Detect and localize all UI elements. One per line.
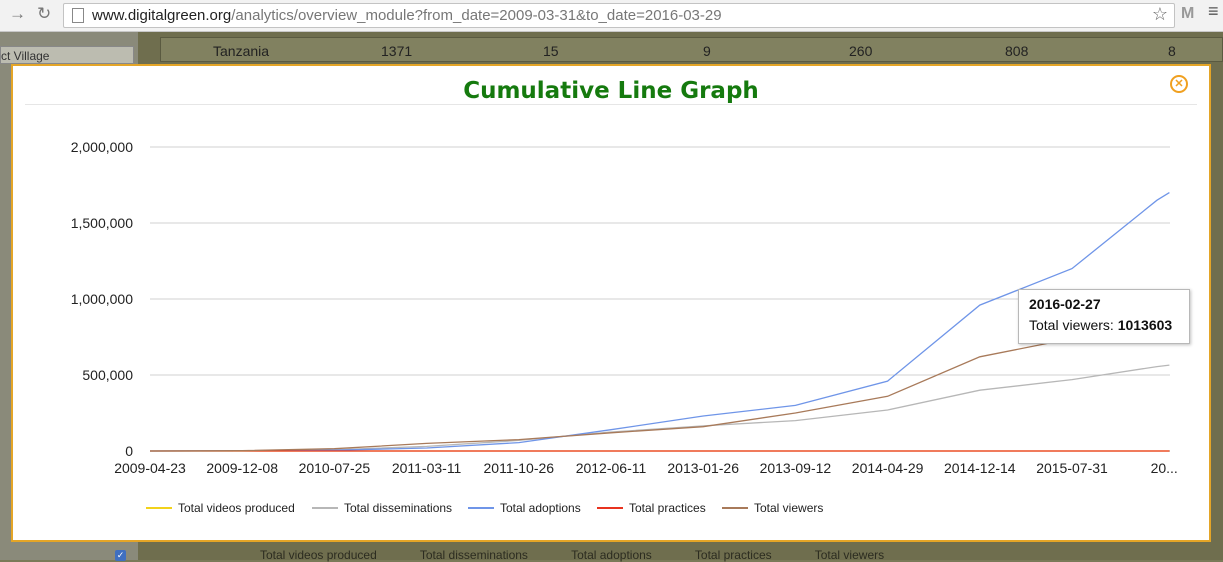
modal-title: Cumulative Line Graph [463,78,759,104]
tooltip-row: Total viewers: 1013603 [1029,317,1179,333]
series-line [149,192,1170,452]
x-tick-label: 2013-09-12 [760,460,832,476]
menu-icon[interactable]: ≡ [1208,1,1219,21]
background-legend: Total videos produced Total disseminatio… [260,548,924,562]
title-divider [25,104,1197,105]
url-path: /analytics/overview_module?from_date=200… [231,7,722,24]
table-cell: 260 [849,43,873,59]
url-host: www.digitalgreen.org [92,7,232,24]
x-tick-label: 2014-04-29 [852,460,924,476]
legend-label: Total adoptions [500,501,581,515]
forward-arrow-icon[interactable]: → [9,4,26,23]
x-tick-label: 2013-01-26 [667,460,739,476]
gmail-icon[interactable]: M [1181,5,1195,22]
checkbox[interactable]: ✓ [115,550,126,561]
y-tick-label: 500,000 [82,367,133,383]
y-tick-label: 1,000,000 [71,291,133,307]
tooltip-date: 2016-02-27 [1029,296,1101,312]
y-tick-label: 1,500,000 [71,215,133,231]
village-select[interactable]: ct Village [0,46,134,64]
x-tick-label: 20... [1151,460,1178,476]
y-tick-label: 0 [125,443,133,459]
series-line [149,295,1170,452]
page-icon [72,8,84,23]
legend-item: Total practices [694,548,772,562]
browser-toolbar: → ↻ www.digitalgreen.org/analytics/overv… [0,0,1223,32]
x-tick-label: 2009-12-08 [206,460,278,476]
legend-item: Total viewers [814,548,885,562]
table-cell: 1371 [381,43,413,59]
table-cell: 808 [1005,43,1029,59]
legend-item: Total videos produced [260,548,377,562]
legend-label: Total practices [629,501,706,515]
url-text: www.digitalgreen.org/analytics/overview_… [92,7,722,24]
tooltip-label: Total viewers: [1029,317,1114,333]
y-tick-label: 2,000,000 [71,139,133,155]
line-chart: 0 500,000 1,000,000 1,500,000 2,000,000 2009-… [71,139,1178,515]
x-tick-label: 2011-03-11 [392,460,462,476]
table-cell: 15 [543,43,559,59]
series-line [149,364,1170,452]
address-bar[interactable]: www.digitalgreen.org/analytics/overview_… [63,3,1175,28]
legend-item: Total disseminations [419,548,528,562]
x-tick-label: 2011-10-26 [484,460,555,476]
bookmark-star-icon[interactable]: ☆ [1151,4,1168,24]
table-cell: 9 [703,43,711,59]
legend-label: Total videos produced [178,501,295,515]
legend-item: Total adoptions [571,548,652,562]
table-cell: Tanzania [213,43,270,59]
tooltip-value: 1013603 [1117,317,1173,333]
chart-modal: Cumulative Line Graph ✕ 0 500,000 1,000,00… [11,64,1211,542]
x-tick-label: 2012-06-11 [576,460,647,476]
x-tick-label: 2015-07-31 [1036,460,1108,476]
background-table-row: Tanzania 1371 15 9 260 808 8 [160,37,1223,62]
chart-tooltip: 2016-02-27 Total viewers: 1013603 [1018,289,1190,344]
x-tick-label: 2014-12-14 [944,460,1016,476]
x-tick-label: 2010-07-25 [299,460,371,476]
legend-label: Total viewers [754,501,823,515]
x-tick-label: 2009-04-23 [114,460,186,476]
table-cell: 8 [1168,43,1176,59]
reload-icon[interactable]: ↻ [37,4,52,23]
legend-label: Total disseminations [344,501,452,515]
close-icon[interactable]: ✕ [1170,75,1188,93]
